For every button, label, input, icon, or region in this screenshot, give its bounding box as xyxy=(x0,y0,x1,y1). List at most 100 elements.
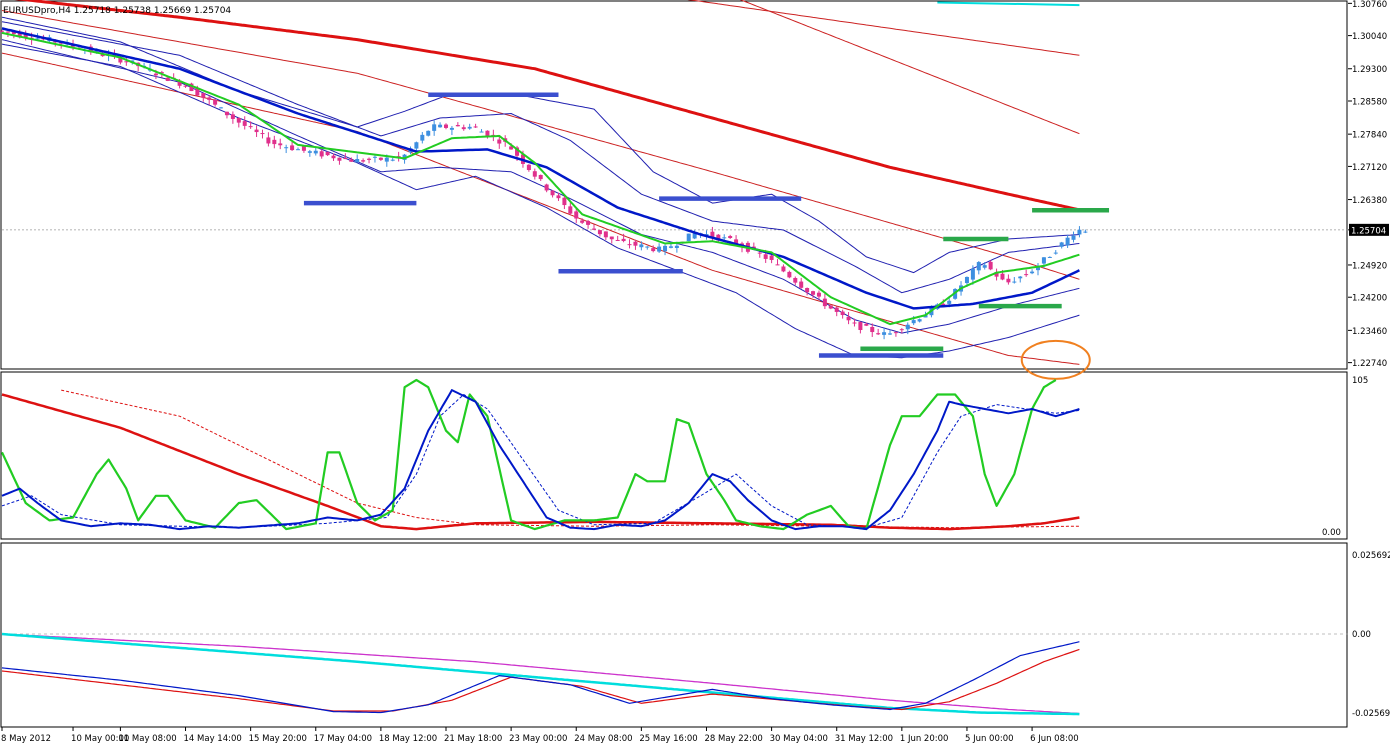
macd-panel[interactable] xyxy=(0,542,1348,728)
time-tick-label: 17 May 04:00 xyxy=(314,734,372,744)
candle-body xyxy=(686,233,691,242)
candle-body xyxy=(485,130,490,137)
candle-body xyxy=(941,303,946,306)
candle-body xyxy=(674,245,679,248)
price-tick-label: 1.24200 xyxy=(1352,294,1387,304)
price-tick-label: 1.29300 xyxy=(1352,65,1387,75)
candle-body xyxy=(266,137,271,144)
candle-body xyxy=(734,239,739,244)
candle-body xyxy=(994,272,999,277)
candle-body xyxy=(828,305,833,309)
candle-body xyxy=(911,320,916,324)
candle-body xyxy=(361,160,366,162)
candle-body xyxy=(11,31,16,35)
candle-body xyxy=(17,32,22,38)
candle-body xyxy=(1000,273,1005,280)
candle-body xyxy=(1059,242,1064,247)
candle-body xyxy=(224,111,229,116)
time-tick-label: 28 May 22:00 xyxy=(704,734,762,744)
channel-upper2-line xyxy=(739,0,1080,135)
candle-body xyxy=(444,124,448,128)
candle-body xyxy=(301,146,306,151)
candle-body xyxy=(532,171,537,177)
macd-tick-label: 0.00 xyxy=(1352,630,1371,640)
candle-body xyxy=(834,307,839,312)
time-tick-label: 15 May 20:00 xyxy=(249,734,307,744)
time-tick-label: 8 May 2012 xyxy=(1,734,51,744)
candle-body xyxy=(864,323,869,326)
candle-body xyxy=(905,324,910,330)
candle-body xyxy=(627,244,632,246)
candle-body xyxy=(1018,276,1023,279)
candle-body xyxy=(296,149,300,151)
candle-body xyxy=(846,316,851,321)
osc-green-line xyxy=(1,378,1057,531)
candle-body xyxy=(378,157,383,160)
time-tick-label: 31 May 12:00 xyxy=(835,734,893,744)
macd-tick-label: 0.025692 xyxy=(1352,551,1390,561)
candle-body xyxy=(615,239,620,241)
candle-body xyxy=(1047,256,1052,258)
candle-body xyxy=(455,125,460,127)
osc-tick-label: 0.00 xyxy=(1322,528,1341,538)
candle-body xyxy=(722,237,727,239)
candle-body xyxy=(728,236,733,239)
candle-body xyxy=(384,157,389,162)
candle-body xyxy=(165,77,170,81)
candle-body xyxy=(568,206,573,214)
price-panel[interactable] xyxy=(0,0,1348,370)
candle-body xyxy=(219,107,224,109)
current-price-label: 1.25704 xyxy=(1351,226,1386,236)
candle-body xyxy=(592,228,596,230)
time-tick-label: 10 May 00:00 xyxy=(71,734,129,744)
osc-tick-label: 105 xyxy=(1352,376,1368,386)
candle-body xyxy=(479,131,484,133)
candle-body xyxy=(870,326,875,333)
candle-body xyxy=(473,126,478,128)
candle-body xyxy=(467,126,472,129)
candle-body xyxy=(982,265,987,268)
channel-mid-line xyxy=(1,10,1080,280)
candle-body xyxy=(23,33,28,38)
band-upper-line xyxy=(1,16,1080,274)
candle-body xyxy=(272,139,277,145)
candle-body xyxy=(816,292,821,297)
candle-body xyxy=(1041,257,1046,264)
candle-body xyxy=(461,127,466,130)
long-ma-line xyxy=(14,0,1080,212)
time-tick-label: 11 May 08:00 xyxy=(118,734,176,744)
time-tick-label: 21 May 18:00 xyxy=(444,734,502,744)
candle-body xyxy=(562,197,567,206)
osc-red-line xyxy=(1,393,1080,531)
candle-body xyxy=(1083,231,1088,233)
time-tick-label: 14 May 14:00 xyxy=(184,734,242,744)
oscillator-panel[interactable] xyxy=(0,371,1348,540)
candle-body xyxy=(781,266,786,272)
candle-body xyxy=(201,93,206,98)
candle-body xyxy=(899,329,904,331)
candle-body xyxy=(100,54,105,57)
candle-body xyxy=(331,155,336,159)
candle-body xyxy=(692,233,697,239)
candle-body xyxy=(337,157,342,161)
price-tick-label: 1.30040 xyxy=(1352,32,1387,42)
candle-body xyxy=(550,190,555,196)
cyan-fragment-line xyxy=(937,1,1080,7)
orange-ellipse-marker xyxy=(1020,339,1091,380)
time-tick-label: 30 May 04:00 xyxy=(770,734,828,744)
candle-body xyxy=(254,129,259,133)
candle-body xyxy=(822,298,827,307)
candle-body xyxy=(343,158,348,160)
ema-slow-line xyxy=(1,27,1080,310)
candle-body xyxy=(876,333,881,335)
candle-body xyxy=(663,245,668,252)
candle-body xyxy=(242,121,247,126)
oscillator-layer xyxy=(1,378,1080,531)
candle-body xyxy=(367,158,372,160)
price-tick-label: 1.27840 xyxy=(1352,131,1387,141)
candle-body xyxy=(5,31,10,33)
price-tick-label: 1.30760 xyxy=(1352,0,1387,10)
